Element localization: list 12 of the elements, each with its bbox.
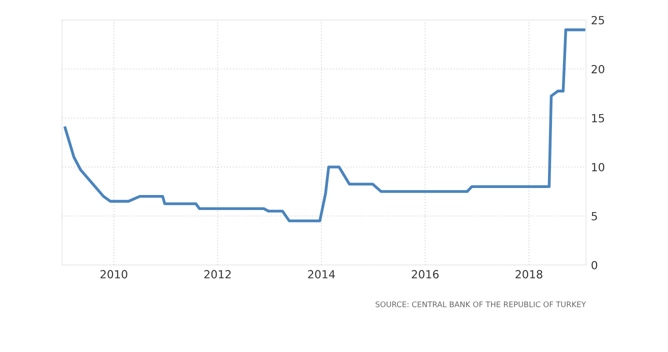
y-tick-label: 15 [592,114,604,122]
y-tick-label: 20 [592,64,604,74]
x-tick-label: 2010 [100,270,128,278]
y-tick-label: 5 [592,212,597,220]
y-tick-label: 10 [592,162,604,172]
x-tick-label: 2018 [516,270,542,278]
line-series [64,28,586,222]
x-tick-label: 2012 [204,270,231,278]
x-tick-label: 2014 [308,270,335,278]
x-tick-label: 2016 [412,270,439,278]
y-tick-label: 0 [592,260,598,270]
y-tick-label: 25 [592,16,604,24]
